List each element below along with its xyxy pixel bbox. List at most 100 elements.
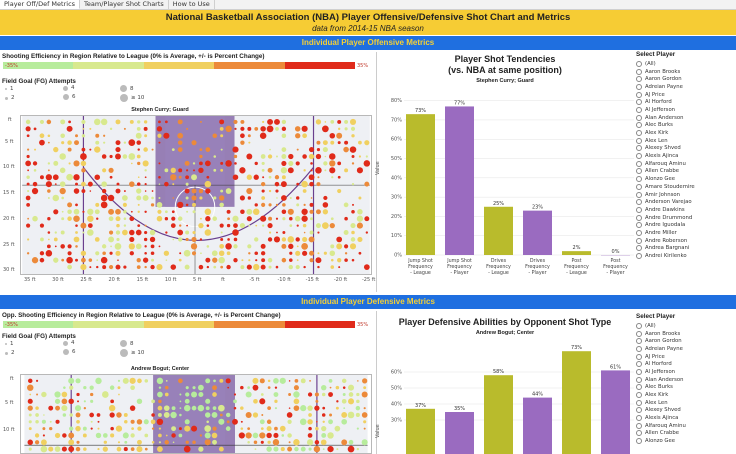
radio-button[interactable] xyxy=(636,415,642,422)
shot-dot xyxy=(358,196,362,200)
radio-button[interactable] xyxy=(636,206,642,213)
player-option[interactable]: Alec Burks xyxy=(636,122,736,130)
player-option[interactable]: Alan Anderson xyxy=(636,114,736,122)
radio-button[interactable] xyxy=(636,106,642,113)
radio-button[interactable] xyxy=(636,83,642,90)
player-option[interactable]: (All) xyxy=(636,322,736,330)
radio-button[interactable] xyxy=(636,330,642,337)
shot-dot xyxy=(144,245,147,248)
player-option[interactable]: Allen Crabbe xyxy=(636,430,736,438)
radio-button[interactable] xyxy=(636,60,642,67)
radio-button[interactable] xyxy=(636,361,642,368)
player-option[interactable]: Aaron Gordon xyxy=(636,337,736,345)
radio-button[interactable] xyxy=(636,430,642,437)
radio-button[interactable] xyxy=(636,153,642,160)
player-option[interactable]: Alfarouq Aminu xyxy=(636,422,736,430)
shot-dot xyxy=(179,252,182,255)
radio-button[interactable] xyxy=(636,99,642,106)
player-option[interactable]: Al Horford xyxy=(636,360,736,368)
radio-button[interactable] xyxy=(636,183,642,190)
player-option[interactable]: Andre Roberson xyxy=(636,237,736,245)
radio-button[interactable] xyxy=(636,392,642,399)
player-option[interactable]: AJ Price xyxy=(636,353,736,361)
player-option[interactable]: Amare Stoudemire xyxy=(636,183,736,191)
player-option[interactable]: Andre Dawkins xyxy=(636,206,736,214)
shot-dot xyxy=(102,446,108,452)
player-option[interactable]: Alexis Ajinca xyxy=(636,414,736,422)
player-option[interactable]: Alan Anderson xyxy=(636,376,736,384)
player-option[interactable]: Alexey Shved xyxy=(636,145,736,153)
radio-button[interactable] xyxy=(636,130,642,137)
shot-dot xyxy=(218,404,225,412)
radio-button[interactable] xyxy=(636,122,642,129)
radio-button[interactable] xyxy=(636,91,642,98)
tab-player-off-def-metrics[interactable]: Player Off/Def Metrics xyxy=(0,0,81,9)
player-option[interactable]: Andre Miller xyxy=(636,229,736,237)
shot-dot xyxy=(351,134,355,138)
radio-button[interactable] xyxy=(636,237,642,244)
radio-button[interactable] xyxy=(636,368,642,375)
player-option[interactable]: Aaron Brooks xyxy=(636,68,736,76)
radio-button[interactable] xyxy=(636,137,642,144)
player-option[interactable]: Alexey Shved xyxy=(636,407,736,415)
player-option[interactable]: Andrei Kirilenko xyxy=(636,252,736,260)
player-option[interactable]: Alex Len xyxy=(636,399,736,407)
player-option[interactable]: Alex Kirk xyxy=(636,129,736,137)
player-option[interactable]: AJ Price xyxy=(636,91,736,99)
radio-button[interactable] xyxy=(636,438,642,445)
radio-button[interactable] xyxy=(636,76,642,83)
player-option[interactable]: Andre Iguodala xyxy=(636,221,736,229)
defense-court-y-tick: 10 ft xyxy=(3,427,15,433)
radio-button[interactable] xyxy=(636,191,642,198)
shot-dot xyxy=(130,447,135,451)
player-option[interactable]: Alfarouq Aminu xyxy=(636,160,736,168)
radio-button[interactable] xyxy=(636,422,642,429)
player-option[interactable]: Andre Drummond xyxy=(636,214,736,222)
shot-dot xyxy=(73,188,80,194)
radio-button[interactable] xyxy=(636,68,642,75)
player-option[interactable]: (All) xyxy=(636,60,736,68)
player-option[interactable]: Alonzo Gee xyxy=(636,437,736,445)
player-option[interactable]: Alexis Ajinca xyxy=(636,152,736,160)
radio-button[interactable] xyxy=(636,345,642,352)
radio-button[interactable] xyxy=(636,229,642,236)
radio-button[interactable] xyxy=(636,376,642,383)
radio-button[interactable] xyxy=(636,176,642,183)
radio-button[interactable] xyxy=(636,245,642,252)
player-option[interactable]: Anderson Varejao xyxy=(636,198,736,206)
player-option[interactable]: Alex Kirk xyxy=(636,391,736,399)
player-option[interactable]: Aaron Gordon xyxy=(636,75,736,83)
player-option[interactable]: Al Horford xyxy=(636,98,736,106)
radio-button[interactable] xyxy=(636,407,642,414)
shot-dot xyxy=(274,399,278,403)
player-option[interactable]: Al Jefferson xyxy=(636,106,736,114)
player-option[interactable]: Adreian Payne xyxy=(636,83,736,91)
radio-button[interactable] xyxy=(636,384,642,391)
player-option[interactable]: Al Jefferson xyxy=(636,368,736,376)
tab-team-player-shot-charts[interactable]: Team/Player Shot Charts xyxy=(80,0,169,9)
radio-button[interactable] xyxy=(636,322,642,329)
player-option[interactable]: Alec Burks xyxy=(636,384,736,392)
radio-button[interactable] xyxy=(636,338,642,345)
player-option[interactable]: Alex Len xyxy=(636,137,736,145)
radio-button[interactable] xyxy=(636,214,642,221)
shot-dot xyxy=(170,223,176,228)
player-option[interactable]: Allen Crabbe xyxy=(636,168,736,176)
radio-button[interactable] xyxy=(636,145,642,152)
radio-button[interactable] xyxy=(636,253,642,260)
radio-button[interactable] xyxy=(636,353,642,360)
player-option[interactable]: Adreian Payne xyxy=(636,345,736,353)
radio-button[interactable] xyxy=(636,160,642,167)
shot-dot xyxy=(324,169,327,172)
player-option[interactable]: Aaron Brooks xyxy=(636,330,736,338)
radio-button[interactable] xyxy=(636,222,642,229)
radio-button[interactable] xyxy=(636,399,642,406)
player-option[interactable]: Alonzo Gee xyxy=(636,175,736,183)
tab-how-to-use[interactable]: How to Use xyxy=(169,0,215,9)
radio-button[interactable] xyxy=(636,168,642,175)
radio-button[interactable] xyxy=(636,199,642,206)
player-option[interactable]: Andrea Bargnani xyxy=(636,245,736,253)
shot-dot xyxy=(199,434,203,437)
radio-button[interactable] xyxy=(636,114,642,121)
player-option[interactable]: Amir Johnson xyxy=(636,191,736,199)
